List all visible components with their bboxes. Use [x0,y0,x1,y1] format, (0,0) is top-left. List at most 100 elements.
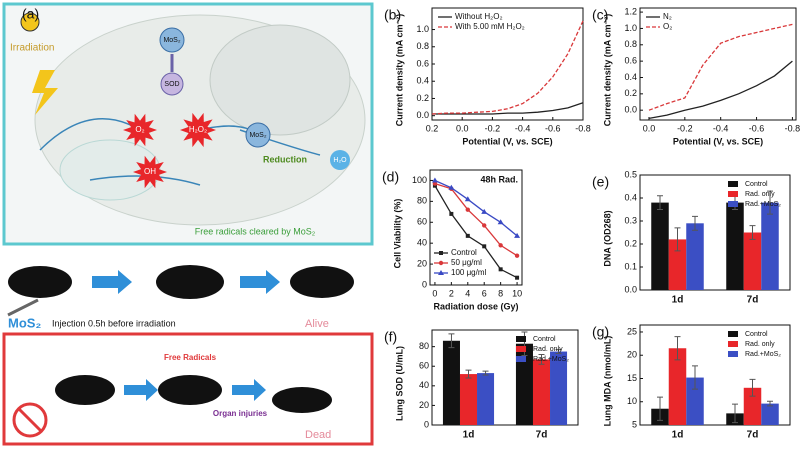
x-tick-label: -0.6 [545,123,561,133]
bar [668,239,687,290]
y-tick-label: 0 [424,419,429,429]
legend-marker [439,251,443,255]
legend-swatch [728,341,738,347]
y-tick-label: 0.0 [416,110,429,120]
y-tick-label: 0.4 [624,192,637,202]
arrow [124,379,158,401]
y-tick-label: 10 [627,396,637,406]
diagram-text: O₂ [135,125,144,134]
x-tick-label: 7d [747,430,759,441]
mouse [8,266,72,298]
diagram-text: Injection 0.5h before irradiation [52,318,176,328]
panel-label: (a) [22,6,39,22]
diagram-text: H₂O [333,157,347,164]
x-tick-label: -0.6 [749,123,765,133]
x-tick-label: 8 [498,288,503,298]
y-tick-label: 80 [417,196,427,206]
bolt-icon [32,70,58,115]
y-tick-label: 20 [419,400,429,410]
y-tick-label: 0.6 [624,56,637,66]
legend-swatch [728,201,738,207]
panel-label: (c) [592,7,608,23]
y-tick-label: 1.0 [416,24,429,34]
y-axis-label: Lung MDA (nmol/mL) [602,336,612,427]
x-tick-label: 1d [672,295,684,306]
series-line [434,185,518,279]
y-tick-label: 1.0 [624,23,637,33]
legend-swatch [728,351,738,357]
series-line [648,23,793,111]
legend-label: Without H₂O₂ [455,12,503,21]
x-axis-label: Potential (V, vs. SCE) [673,136,763,146]
diagram-text: MoS₂ [163,37,180,44]
error-bar [767,190,773,215]
radical-star [180,112,216,148]
legend-label: O₂ [663,22,672,31]
legend-marker [438,270,444,275]
legend-marker [438,260,444,266]
x-tick-label: -0.2 [485,123,501,133]
legend-swatch [516,346,526,352]
legend-label: Rad.+MoS₂ [745,201,781,208]
legend-swatch [516,356,526,362]
marker [464,196,471,202]
legend-swatch [728,331,738,337]
y-axis-label: DNA (OD268) [602,210,612,266]
marker [515,275,520,280]
y-tick-label: 0 [422,279,427,289]
plot-frame [639,174,791,291]
x-tick-label: 2 [449,288,454,298]
x-tick-label: 0.2 [426,123,439,133]
y-tick-label: 0.3 [624,215,637,225]
radical-star [133,155,167,189]
radical-star [123,113,157,147]
bar [686,223,704,290]
error-bar [749,225,756,240]
y-tick-label: 40 [419,380,429,390]
x-tick-label: 10 [512,288,522,298]
x-tick-label: -0.2 [677,123,693,133]
x-tick-label: -0.8 [785,123,800,133]
marker [431,177,438,183]
series-line [431,20,584,115]
x-tick-label: 7d [536,430,548,441]
no-icon [17,407,43,433]
y-tick-label: 20 [417,258,427,268]
x-tick-label: 4 [465,288,470,298]
plot-frame [429,169,523,286]
bar [550,351,568,425]
error-bar [538,353,545,365]
x-tick-label: 6 [482,288,487,298]
y-axis-label: Current density (mA cm⁻²) [394,14,404,126]
legend-label: Control [533,336,556,343]
panel-label: (g) [592,324,609,340]
y-tick-label: 0.6 [416,58,429,68]
diagram-text: SOD [164,81,179,88]
x-axis-label: Radiation dose (Gy) [433,301,518,311]
y-tick-label: 0.8 [624,39,637,49]
error-bar [555,349,562,355]
series-line [648,60,793,120]
bar [477,373,495,425]
legend-label: Rad. only [533,346,563,353]
y-tick-label: 80 [419,341,429,351]
diagram-text: Irradiation [10,43,54,54]
legend-label: Control [745,181,768,188]
diagram-text: Free Radicals [164,353,217,362]
bar [761,403,779,425]
bar [726,202,744,290]
arrow [232,379,266,401]
legend-label: Rad.+MoS₂ [533,356,569,363]
marker [514,253,520,258]
y-tick-label: 0.2 [624,238,637,248]
series-line [432,102,584,115]
error-bar [732,403,738,424]
marker [465,233,470,238]
marker [498,243,503,248]
marker [482,244,487,249]
marker [482,223,487,228]
legend-label: Rad. only [745,341,775,348]
x-tick-label: 1d [463,430,475,441]
y-tick-label: 0.0 [624,284,637,294]
